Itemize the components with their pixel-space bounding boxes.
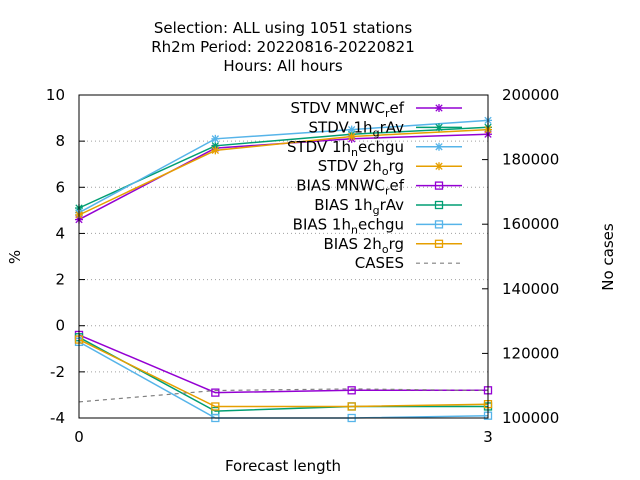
y-tick-label: -4 — [50, 409, 65, 427]
x-tick-label: 3 — [483, 428, 493, 446]
legend-label: BIAS MNWCref — [296, 177, 404, 198]
point-square — [434, 200, 444, 210]
y-tick-label: 6 — [55, 178, 65, 196]
point-star — [435, 123, 443, 132]
point-star — [211, 134, 220, 143]
point-star — [347, 125, 356, 134]
legend-label: BIAS 1hgrAv — [314, 196, 404, 217]
plot-frame — [78, 94, 489, 419]
series-line — [78, 338, 489, 408]
y2-axis-label: No cases — [599, 223, 617, 291]
title-line: Selection: ALL using 1051 stations — [154, 19, 413, 37]
point-square — [347, 386, 356, 395]
y2-tick-label: 120000 — [502, 344, 559, 362]
point-square — [211, 388, 220, 397]
title-line: Hours: All hours — [223, 57, 342, 75]
point-square — [434, 220, 444, 229]
title-line: Rh2m Period: 20220816-20220821 — [151, 38, 415, 56]
y2-tick-label: 200000 — [502, 86, 559, 104]
series-line — [78, 119, 489, 214]
legend-label: STDV 1hgrAv — [309, 118, 405, 139]
legend-label: STDV MNWCref — [290, 99, 404, 120]
point-star — [435, 104, 443, 112]
x-axis-label: Forecast length — [225, 457, 341, 475]
point-square — [434, 239, 444, 248]
y2-tick-label: 100000 — [502, 409, 559, 427]
legend-label: BIAS 2horg — [324, 235, 405, 256]
point-square — [211, 402, 220, 411]
series-lines — [74, 116, 493, 423]
y-tick-label: 0 — [55, 317, 65, 335]
y-tick-label: 8 — [55, 132, 65, 150]
x-tick-label: 0 — [74, 428, 84, 446]
series-line — [78, 336, 488, 412]
legend-label: STDV 2horg — [318, 157, 404, 178]
point-square — [434, 181, 444, 190]
legend-label: BIAS 1hnechgu — [293, 215, 404, 236]
point-star — [211, 146, 220, 155]
series-line — [78, 334, 488, 394]
y2-tick-label: 140000 — [502, 280, 559, 298]
series-line — [78, 126, 489, 209]
y-tick-label: -2 — [50, 363, 65, 381]
point-star — [347, 132, 356, 141]
y-axis-label: % — [6, 250, 24, 264]
point-square — [347, 402, 356, 411]
legend-label: STDV 1hnechgu — [287, 138, 404, 159]
y2-tick-label: 160000 — [502, 215, 559, 233]
legend-label: CASES — [355, 254, 404, 272]
y-tick-label: 2 — [55, 271, 65, 289]
grid — [79, 140, 488, 373]
axes: -4 -2 0 2 4 6 8 10 100000 120000 140000 160000 18000… — [46, 86, 559, 446]
y-tick-label: 4 — [55, 224, 65, 242]
series-line — [78, 128, 489, 216]
y2-tick-label: 180000 — [502, 151, 559, 169]
point-star — [435, 162, 443, 171]
point-star — [435, 142, 443, 151]
y-tick-label: 10 — [46, 86, 65, 104]
